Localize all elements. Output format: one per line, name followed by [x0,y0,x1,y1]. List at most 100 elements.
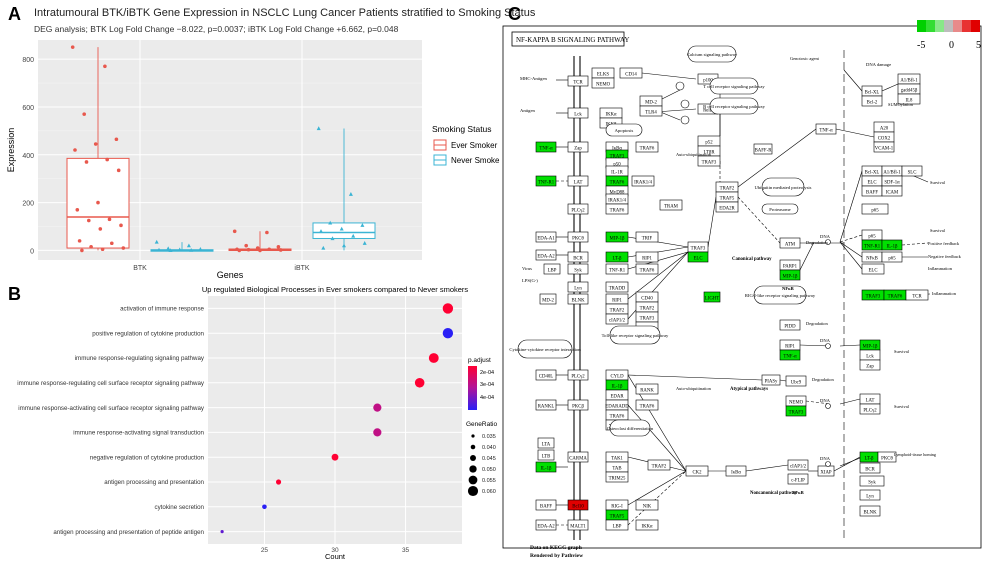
kegg-gene-node [859,359,881,371]
kegg-pathway-label: RIG-I-like receptor signaling pathway [745,293,816,298]
colorbar-label-max: 5 [976,40,981,51]
kegg-gene-label: PIDD [784,324,796,329]
kegg-gene-label: CYLD [610,374,624,379]
kegg-gene-label: PIASy [765,379,778,384]
kegg-gene-node [859,475,885,487]
kegg-gene-label: TNF-R1 [864,244,881,249]
a-point [246,247,251,252]
kegg-gene-label: ELC [868,268,877,273]
kegg-title-box [511,31,625,47]
panel-a-letter: A [8,4,21,24]
kegg-annotation: Inflammation [928,266,953,271]
kegg-gene-label: IL-1β [612,384,624,389]
kegg-gene-label: ATM [785,242,796,247]
b-xtick-label: 30 [331,547,339,554]
a-point [98,227,103,231]
panel-a-xlabel: Genes [217,270,244,280]
kegg-gene-label: EDA2R [719,206,735,211]
kegg-gene-node [861,263,885,275]
kegg-edge [779,379,787,382]
b-category-label: antigen processing and presentation of p… [53,529,204,536]
kegg-dna-marker [825,461,831,467]
kegg-gene-node [605,231,629,243]
kegg-gene-node [605,281,629,293]
kegg-gene-node [639,105,663,117]
kegg-gene-label: MIP-1β [610,236,626,241]
padjust-label-3: 4e-04 [480,395,494,401]
kegg-gene-label: c-FLIP [791,478,805,483]
kegg-gene-label: TRAF3 [691,246,706,251]
kegg-pathway-oval [709,97,759,115]
kegg-pathway-label: T cell receptor signaling pathway [703,84,765,89]
kegg-gene-node [535,249,557,261]
kegg-gene-label: EDARADD [605,404,629,409]
kegg-gene-node [635,399,659,411]
a-point [186,243,191,248]
kegg-gene-label: RIG-I [611,504,623,509]
a-point [198,247,203,251]
a-point [87,218,91,223]
kegg-gene-label: Zap [574,146,582,151]
kegg-annotation: Antigen [520,108,536,113]
a-point [70,45,75,49]
kegg-pathway-oval [605,123,643,137]
kegg-gene-label: NEMO [789,400,804,405]
kegg-gene-label: PLCγ2 [571,208,585,213]
kegg-gene-label: TRIM25 [609,476,626,481]
kegg-edge [881,83,899,92]
kegg-gene-label: TRAF6 [610,414,625,419]
kegg-gene-label: LT-β [864,456,874,461]
kegg-gene-label: LIGHT [705,296,719,301]
a-point [121,246,126,250]
a-point [316,126,321,131]
kegg-gene-label: COX2 [878,136,891,141]
b-point [373,428,382,437]
kegg-annotation: Degradation [812,377,835,382]
kegg-gene-label: TCR [573,80,583,85]
kegg-gene-label: MyD88 [610,190,626,195]
kegg-gene-label: cIAP1/2 [790,464,807,469]
b-point [262,504,267,510]
kegg-gene-node [685,465,709,477]
kegg-gene-node [873,141,895,153]
kegg-gene-label: SLC [908,170,917,175]
kegg-gene-label: TRAF3 [866,294,881,299]
kegg-gene-label: TCR [912,294,922,299]
kegg-gene-node [859,505,881,517]
panel-b-letter: B [8,284,21,304]
kegg-gene-label: Lyn [866,494,874,499]
kegg-edge [839,241,863,270]
a-point [278,248,283,252]
generatio-legend-title: GeneRatio [466,421,497,428]
kegg-gene-node [605,519,629,531]
kegg-pathway-label: Ubiquitin mediated proteolysis [755,185,812,190]
generatio-legend-label: 0.060 [482,489,496,495]
kegg-gene-label: TNF-R1 [538,180,555,185]
kegg-gene-node [881,185,903,197]
kegg-annotation: DNA [820,338,831,343]
kegg-gene-label: CD40L [539,374,553,379]
kegg-gene-node [605,313,629,325]
kegg-pathway-label: Cytokine-cytokine receptor interaction [509,347,581,352]
kegg-gene-label: gadd45β [901,88,918,93]
generatio-legend-label: 0.050 [482,467,496,473]
kegg-gene-node [605,471,629,483]
kegg-gene-node [779,237,801,249]
kegg-gene-label: PKCθ [881,456,893,461]
kegg-pathway-label: Proteasome [769,207,790,212]
kegg-gene-label: BCR [573,256,583,261]
kegg-gene-label: CK2 [692,470,702,475]
b-category-label: immune response-regulating signaling pat… [75,355,205,362]
kegg-annotation: SUMOylation [888,102,914,107]
kegg-annotation: Degradation [806,321,829,326]
kegg-gene-label: p65 [871,208,879,213]
kegg-annotation: Auto-ubiquitination [676,386,712,391]
kegg-gene-label: TNF-α [539,146,553,151]
kegg-gene-node [535,175,557,187]
kegg-gene-label: TRAF3 [610,154,625,159]
b-point [442,328,454,339]
kegg-gene-node [539,293,557,305]
b-category-label: immune response-activating cell surface … [18,405,205,412]
kegg-gene-label: TRAF2 [720,186,735,191]
kegg-gene-label: Lyn [574,286,582,291]
